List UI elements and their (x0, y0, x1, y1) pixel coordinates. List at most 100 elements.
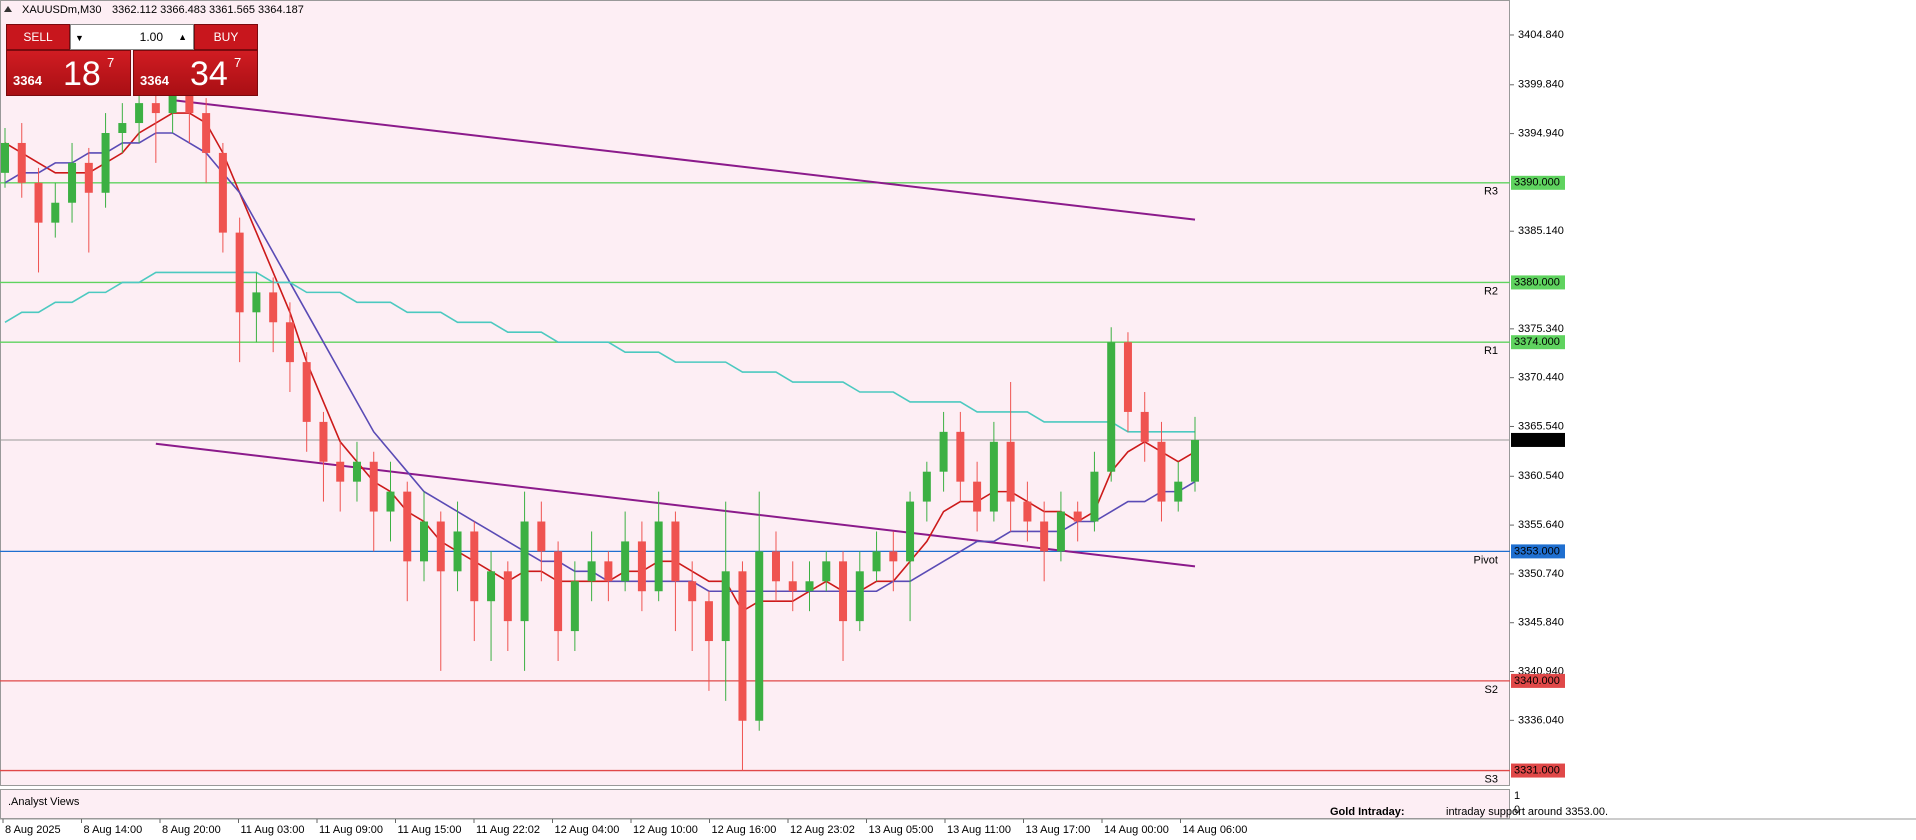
candle-body (654, 521, 663, 592)
candle-body (168, 93, 177, 114)
trendline (155, 442, 1196, 568)
y-tick-label: 3385.140 (1518, 225, 1564, 237)
candle-body (537, 521, 546, 552)
level-label-box (1511, 335, 1565, 350)
candle-body (386, 491, 395, 512)
level-label-box (1511, 763, 1565, 778)
candle-body (688, 581, 697, 602)
candle-body (1040, 521, 1049, 552)
candle-body (269, 292, 278, 323)
y-tick-label: 3404.840 (1518, 29, 1564, 41)
x-tick-label: 8 Aug 20:00 (162, 824, 221, 836)
candle-body (51, 202, 60, 223)
candle-body (1174, 481, 1183, 502)
y-tick-label: 3399.840 (1518, 79, 1564, 91)
candle-body (872, 551, 881, 572)
candle-body (436, 521, 445, 572)
x-tick-label: 11 Aug 03:00 (241, 824, 305, 836)
plot-frame (0, 0, 1510, 786)
level-label-box (1511, 175, 1565, 190)
bid-price[interactable]: 3364 18 7 (6, 50, 131, 96)
candle-body (118, 123, 127, 133)
candle-body (704, 601, 713, 642)
level-name: R3 (1484, 186, 1498, 198)
level-name: Pivot (1474, 554, 1498, 566)
last-price-label: 3364.187 (1514, 434, 1560, 446)
x-tick-label: 8 Aug 2025 (5, 824, 61, 836)
candle-body (721, 571, 730, 642)
level-label: 3331.000 (1514, 764, 1560, 776)
y-tick-label: 3345.840 (1518, 617, 1564, 629)
candle-body (369, 461, 378, 512)
y-tick-label: 3355.640 (1518, 519, 1564, 531)
candle-body (855, 571, 864, 622)
candle-body (989, 441, 998, 512)
trendline (172, 99, 1196, 221)
ask-pips: 34 (190, 55, 228, 93)
level-name: S2 (1485, 684, 1498, 696)
x-tick-label: 14 Aug 00:00 (1104, 824, 1169, 836)
ask-price[interactable]: 3364 34 7 (133, 50, 258, 96)
level-label-box (1511, 673, 1565, 688)
candle-body (135, 103, 144, 124)
y-tick-label: 3336.040 (1518, 714, 1564, 726)
y-tick-label: 3394.940 (1518, 128, 1564, 140)
candle-body (587, 561, 596, 582)
level-label: 3340.000 (1514, 675, 1560, 687)
candle-body (738, 571, 747, 721)
candle-body (403, 491, 412, 562)
candle-body (1123, 342, 1132, 412)
candle-body (956, 431, 965, 482)
candle-body (68, 162, 77, 203)
subwindow (0, 789, 1510, 819)
candle-body (1140, 411, 1149, 442)
x-tick-label: 12 Aug 10:00 (633, 824, 698, 836)
level-name: R1 (1484, 345, 1498, 357)
buy-button[interactable]: BUY (194, 24, 258, 50)
x-tick-label: 13 Aug 17:00 (1026, 824, 1091, 836)
candle-body (470, 531, 479, 602)
candle-body (889, 551, 898, 562)
candle-body (1, 142, 9, 173)
collapse-icon[interactable] (4, 6, 12, 12)
x-tick-label: 12 Aug 23:02 (790, 824, 855, 836)
trade-panel: SELL ▼ 1.00 ▲ BUY 3364 18 7 3364 34 7 (6, 24, 258, 98)
candle-body (453, 531, 462, 572)
level-label: 3390.000 (1514, 177, 1560, 189)
x-tick-label: 13 Aug 05:00 (869, 824, 934, 836)
x-tick-label: 12 Aug 16:00 (712, 824, 777, 836)
candle-body (420, 521, 429, 562)
y-tick-label: 3365.540 (1518, 420, 1564, 432)
candle-body (34, 182, 43, 223)
candle-body (939, 431, 948, 472)
candle-body (839, 561, 848, 622)
candle-body (570, 581, 579, 632)
candle-body (218, 152, 227, 233)
candle-body (637, 541, 646, 592)
indicator-label: Gold Intraday: (1330, 806, 1405, 818)
candle-body (1056, 511, 1065, 552)
x-tick-label: 14 Aug 06:00 (1183, 824, 1248, 836)
indicator-tick-label: 1 (1514, 790, 1520, 802)
y-tick-label: 3375.340 (1518, 323, 1564, 335)
candle-body (319, 421, 328, 462)
candle-body (671, 521, 680, 582)
y-tick-label: 3370.440 (1518, 372, 1564, 384)
bid-point: 7 (107, 55, 115, 70)
candle-body (352, 461, 361, 482)
candle-body (1073, 511, 1082, 522)
candle-body (805, 581, 814, 592)
y-tick-label: 3360.540 (1518, 470, 1564, 482)
last-price-box (1511, 432, 1565, 447)
candle-body (1157, 441, 1166, 502)
candle-body (922, 471, 931, 502)
level-label: 3374.000 (1514, 336, 1560, 348)
lot-box[interactable]: ▼ 1.00 ▲ (70, 24, 194, 50)
plot-background (0, 0, 1510, 786)
candle-body (101, 132, 110, 193)
bid-big: 3364 (13, 73, 42, 88)
sell-button[interactable]: SELL (6, 24, 70, 50)
level-label-box (1511, 275, 1565, 290)
